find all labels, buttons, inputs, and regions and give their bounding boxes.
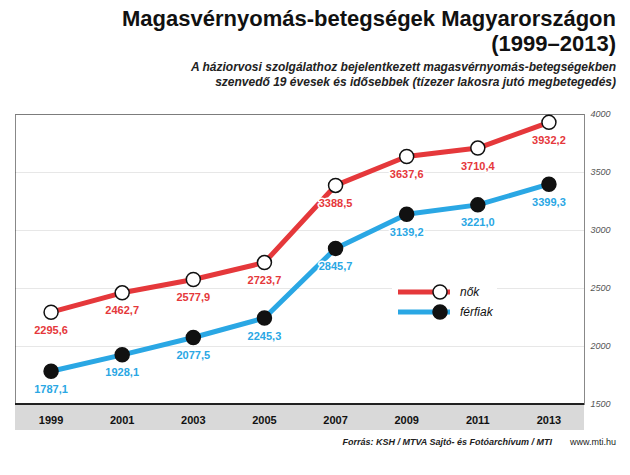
svg-text:2577,9: 2577,9 [176,291,210,303]
svg-text:1999: 1999 [39,414,63,426]
svg-text:3710,4: 3710,4 [461,160,496,172]
svg-text:1787,1: 1787,1 [34,383,68,395]
svg-text:3637,6: 3637,6 [390,168,424,180]
html-text:Forrás: KSH / MTVA Sajtó- és F: Forrás: KSH / MTVA Sajtó- és Fotóarchívu… [342,437,552,447]
svg-text:2011: 2011 [466,414,490,426]
html-text:nők: nők [460,285,480,299]
svg-text:1500: 1500 [591,399,611,409]
svg-text:2001: 2001 [110,414,134,426]
svg-text:1928,1: 1928,1 [105,366,139,378]
svg-text:3388,5: 3388,5 [319,197,353,209]
svg-text:2723,7: 2723,7 [248,274,282,286]
svg-text:3000: 3000 [591,225,611,235]
svg-text:2003: 2003 [181,414,205,426]
html-text:www.mti.hu: www.mti.hu [570,437,616,447]
html-text:A háziorvosi szolgálathoz beje: A háziorvosi szolgálathoz bejelentkezett… [191,60,616,89]
svg-text:2005: 2005 [252,414,276,426]
svg-text:2295,6: 2295,6 [34,324,68,336]
svg-text:4000: 4000 [591,109,611,119]
svg-text:2007: 2007 [323,414,347,426]
svg-text:3139,2: 3139,2 [390,226,424,238]
svg-text:2462,7: 2462,7 [105,304,139,316]
svg-text:3500: 3500 [591,167,611,177]
svg-text:3399,3: 3399,3 [532,196,566,208]
svg-text:2000: 2000 [590,341,611,351]
svg-text:3221,0: 3221,0 [461,216,495,228]
html-text:Magasvérnyomás-betegségek Magy: Magasvérnyomás-betegségek Magyarországon [122,6,616,31]
svg-text:2245,3: 2245,3 [248,330,282,342]
html-text:férfiak: férfiak [460,305,493,319]
svg-text:2500: 2500 [590,283,611,293]
svg-text:2009: 2009 [394,414,418,426]
html-text:(1999–2013): (1999–2013) [491,31,616,56]
svg-text:2077,5: 2077,5 [176,349,210,361]
svg-text:2845,7: 2845,7 [319,260,353,272]
svg-text:3932,2: 3932,2 [532,134,566,146]
svg-text:2013: 2013 [537,414,561,426]
